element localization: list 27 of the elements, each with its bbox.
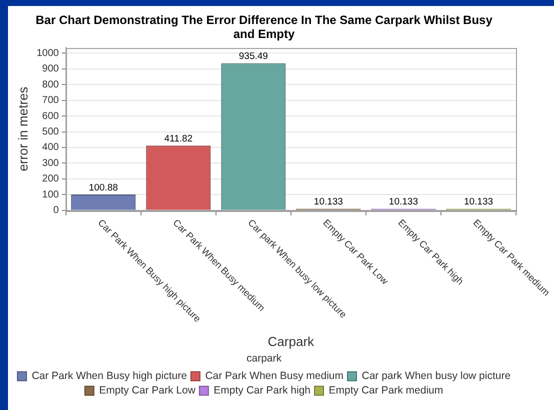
legend-label: Car Park When Busy medium bbox=[205, 370, 344, 382]
y-tick-label: 500 bbox=[42, 126, 60, 138]
legend-label: Empty Car Park Low bbox=[99, 384, 196, 397]
x-axis-title: Carpark bbox=[268, 334, 315, 350]
y-tick-label: 900 bbox=[42, 64, 60, 75]
y-axis-title: error in metres bbox=[15, 86, 30, 172]
legend-label: Empty Car Park medium bbox=[328, 384, 444, 397]
y-tick-label: 1000 bbox=[36, 48, 60, 59]
chart-title: Bar Chart Demonstrating The Error Difference In The Same Carpark Whilst Busy and Empty bbox=[36, 13, 493, 42]
y-tick-label: 300 bbox=[42, 158, 60, 169]
data-label: 411.82 bbox=[164, 134, 193, 144]
legend-title: carpark bbox=[246, 352, 282, 365]
y-tick-label: 700 bbox=[42, 95, 60, 106]
legend-label: Car park When busy low picture bbox=[362, 370, 511, 382]
legend-label: Empty Car Park high bbox=[214, 384, 311, 397]
data-label: 100.88 bbox=[88, 182, 118, 194]
y-tick-label: 200 bbox=[42, 174, 60, 185]
y-tick-label: 100 bbox=[42, 189, 60, 200]
data-label: 10.133 bbox=[464, 196, 494, 208]
data-label: 10.133 bbox=[314, 196, 343, 208]
y-tick-label: 400 bbox=[42, 142, 60, 154]
legend-label: Car Park When Busy high picture bbox=[32, 370, 188, 382]
data-label: 935.49 bbox=[238, 51, 268, 62]
data-label: 10.133 bbox=[388, 196, 418, 208]
y-tick-label: 0 bbox=[53, 205, 60, 216]
y-tick-label: 800 bbox=[42, 79, 60, 90]
y-tick-label: 600 bbox=[42, 110, 60, 122]
